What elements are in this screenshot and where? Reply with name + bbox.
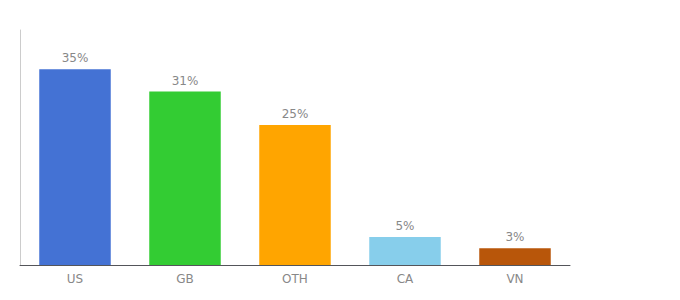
svg-text:5%: 5%: [395, 219, 414, 233]
svg-text:US: US: [67, 272, 83, 286]
svg-text:CA: CA: [397, 272, 414, 286]
svg-text:OTH: OTH: [282, 272, 308, 286]
svg-text:35%: 35%: [62, 51, 89, 65]
svg-text:GB: GB: [176, 272, 194, 286]
svg-text:3%: 3%: [505, 230, 524, 244]
svg-text:VN: VN: [506, 272, 523, 286]
svg-text:31%: 31%: [172, 74, 199, 88]
svg-text:25%: 25%: [282, 107, 309, 121]
